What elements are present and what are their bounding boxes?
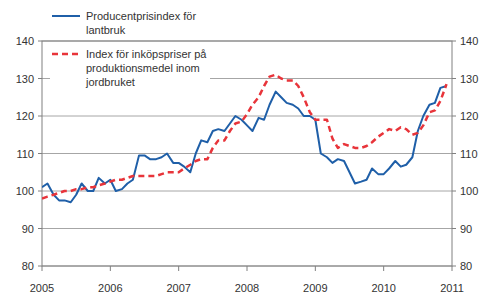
y-tick xyxy=(38,41,42,42)
y-tick-label: 90 xyxy=(22,223,34,235)
y2-tick xyxy=(452,153,456,154)
y-tick xyxy=(38,228,42,229)
x-tick-label: 2009 xyxy=(303,282,327,294)
y-tick-label: 140 xyxy=(16,35,34,47)
y-tick-label: 100 xyxy=(16,185,34,197)
y-tick-label: 120 xyxy=(16,110,34,122)
x-tick-label: 2011 xyxy=(440,282,464,294)
y2-tick xyxy=(452,191,456,192)
y2-tick-label: 80 xyxy=(460,260,472,272)
series-line xyxy=(42,75,447,199)
y2-tick-label: 100 xyxy=(460,185,478,197)
background xyxy=(0,0,493,304)
x-tick xyxy=(247,266,248,271)
x-tick-label: 2006 xyxy=(98,282,122,294)
y2-tick-label: 130 xyxy=(460,73,478,85)
x-tick-label: 2008 xyxy=(235,282,259,294)
y2-tick-label: 110 xyxy=(460,148,478,160)
y-tick xyxy=(38,191,42,192)
y2-tick xyxy=(452,228,456,229)
grid-line xyxy=(42,153,452,154)
y-tick xyxy=(38,116,42,117)
y-tick xyxy=(38,78,42,79)
x-tick xyxy=(315,266,316,271)
y-tick xyxy=(38,266,42,267)
y-tick xyxy=(38,153,42,154)
y2-tick-label: 140 xyxy=(460,35,478,47)
y2-tick xyxy=(452,78,456,79)
plot-frame xyxy=(42,41,452,266)
y-tick-label: 110 xyxy=(16,148,34,160)
x-tick-label: 2005 xyxy=(30,282,54,294)
grid-line xyxy=(42,228,452,229)
legend-swatch xyxy=(52,53,80,56)
plot-area xyxy=(42,75,447,203)
y-tick-label: 130 xyxy=(16,73,34,85)
x-tick xyxy=(42,266,43,271)
legend-swatch xyxy=(52,15,80,17)
y2-tick xyxy=(452,41,456,42)
x-tick xyxy=(178,266,179,271)
y-tick-label: 80 xyxy=(22,260,34,272)
y2-tick-label: 90 xyxy=(460,223,472,235)
legend-label: Producentprisindex förlantbruk xyxy=(86,10,196,36)
legend-label: Index för inköpspriser påproduktionsmede… xyxy=(85,48,207,88)
x-tick-label: 2007 xyxy=(166,282,190,294)
legend-background xyxy=(50,10,210,40)
x-tick-label: 2010 xyxy=(371,282,395,294)
y2-tick xyxy=(452,116,456,117)
chart: 80 90 100 110 120 130 140 80 90 100 110 120 130 140 20… xyxy=(0,0,493,304)
legend-background xyxy=(50,48,210,92)
x-tick xyxy=(110,266,111,271)
y2-tick-label: 120 xyxy=(460,110,478,122)
x-tick xyxy=(383,266,384,271)
legend: Producentprisindex förlantbruk Index för … xyxy=(50,10,210,92)
y2-tick xyxy=(452,266,456,267)
x-tick xyxy=(452,266,453,271)
grid-line xyxy=(42,191,452,192)
